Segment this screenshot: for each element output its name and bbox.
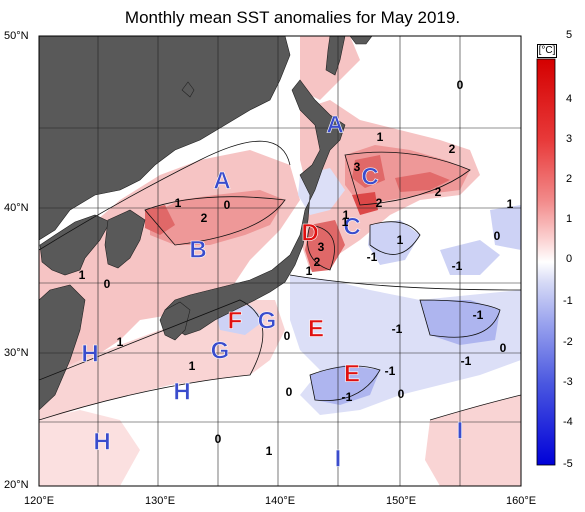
lon-label: 140°E: [265, 495, 296, 507]
colorbar-tick-label: 4: [566, 93, 573, 105]
contour-value-label: 1: [343, 208, 350, 222]
region-label: G: [211, 337, 230, 364]
colorbar-unit: [°C]: [537, 44, 557, 58]
contour-value-label: 1: [175, 196, 182, 210]
lat-label: 20°N: [4, 479, 29, 491]
region-label: H: [173, 378, 190, 405]
contour-value-label: 3: [354, 160, 361, 174]
lon-label: 150°E: [386, 495, 417, 507]
contour-value-label: 1: [117, 335, 124, 349]
contour-value-label: 0: [286, 385, 293, 399]
contour-value-label: 0: [284, 329, 291, 343]
colorbar-tick-label: 1: [566, 213, 573, 225]
contour-value-label: -1: [452, 259, 463, 273]
contour-value-label: 1: [397, 233, 404, 247]
contour-value-label: -1: [385, 364, 396, 378]
contour-value-label: -1: [473, 308, 484, 322]
region-label: D: [301, 219, 318, 246]
contour-value-label: 0: [224, 198, 231, 212]
contour-value-label: 2: [314, 255, 321, 269]
cool-anomaly-fields: [215, 168, 521, 415]
colorbar-tick-label: 2: [566, 173, 573, 185]
contour-value-label: 0: [500, 341, 507, 355]
lat-label: 50°N: [4, 30, 29, 42]
contour-value-label: 2: [376, 196, 383, 210]
region-label: I: [335, 445, 342, 472]
region-label: I: [457, 417, 464, 444]
contour-value-label: 1: [377, 130, 384, 144]
contour-value-label: -1: [392, 322, 403, 336]
contour-value-label: -1: [367, 250, 378, 264]
region-label: A: [326, 111, 343, 138]
contour-value-label: 0: [215, 432, 222, 446]
land-masses: [39, 36, 373, 411]
colorbar-tick-label: -1: [563, 295, 573, 307]
contour-value-label: 2: [201, 211, 208, 225]
region-label: C: [361, 163, 378, 190]
contour-value-label: 1: [507, 197, 514, 211]
region-label: B: [189, 236, 206, 263]
lon-label: 120°E: [24, 495, 55, 507]
region-label: H: [93, 428, 110, 455]
colorbar-tick-label: -5: [563, 458, 573, 470]
colorbar-tick-label: 0: [566, 253, 573, 265]
colorbar-tick-label: -3: [563, 376, 573, 388]
region-label: H: [81, 340, 98, 367]
contour-value-label: 1: [342, 215, 349, 229]
contour-value-label: 0: [398, 387, 405, 401]
contour-value-label: 1: [306, 264, 313, 278]
colorbar-tick-label: 3: [566, 133, 573, 145]
contour-value-label: 1: [79, 268, 86, 282]
contour-value-label: 0: [494, 229, 501, 243]
lat-label: 30°N: [4, 347, 29, 359]
contour-value-label: -1: [342, 390, 353, 404]
contour-value-label: 1: [189, 359, 196, 373]
region-label: G: [258, 307, 277, 334]
lat-label: 40°N: [4, 202, 29, 214]
colorbar-tick-label: -2: [563, 336, 573, 348]
contour-lines: [39, 140, 521, 421]
region-label: E: [308, 315, 324, 342]
contour-value-label: 2: [449, 142, 456, 156]
contour-value-label: 3: [318, 240, 325, 254]
region-label: F: [228, 307, 243, 334]
contour-value-label: 2: [435, 185, 442, 199]
colorbar-tick-label: -4: [563, 416, 573, 428]
map-title: Monthly mean SST anomalies for May 2019.: [124, 8, 461, 27]
region-label: C: [343, 213, 360, 240]
map-frame: [38, 35, 522, 487]
colorbar: [536, 58, 556, 466]
lon-label: 130°E: [145, 495, 176, 507]
lat-lon-grid: [39, 36, 521, 486]
contour-value-label: -1: [461, 354, 472, 368]
colorbar-tick-label: 5: [566, 29, 573, 41]
region-label: A: [213, 167, 230, 194]
region-label: E: [344, 360, 360, 387]
contour-value-label: 1: [266, 444, 273, 458]
map-plot-area: [39, 36, 521, 486]
contour-value-label: 0: [457, 78, 464, 92]
contour-value-label: 0: [104, 277, 111, 291]
lon-label: 160°E: [506, 495, 537, 507]
